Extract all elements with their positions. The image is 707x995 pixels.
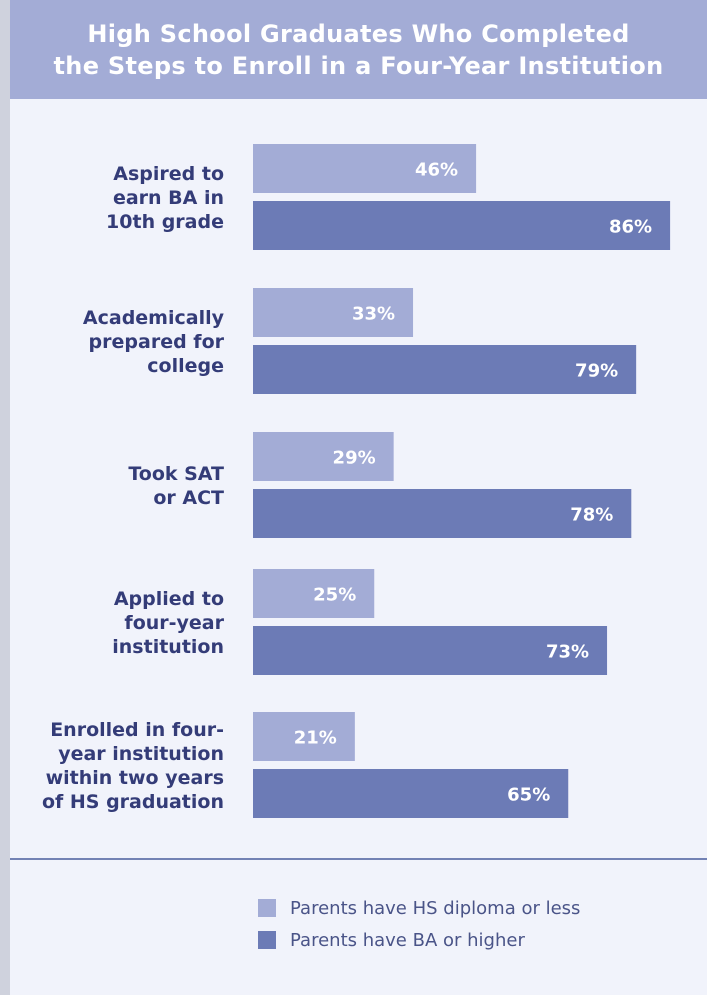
value-label-hs-diploma-1: 46%: [415, 160, 458, 181]
chart-title-line-2: the Steps to Enroll in a Four-Year Insti…: [53, 51, 664, 80]
legend-item-hs-diploma: Parents have HS diploma or less: [258, 897, 580, 919]
category-label-1: Aspired to earn BA in 10th grade: [106, 163, 224, 233]
chart-title-line-1: High School Graduates Who Completed: [87, 19, 630, 48]
category-label-5: Enrolled in four-year institution within …: [42, 719, 224, 813]
category-label-3-line-2: or ACT: [153, 487, 224, 509]
bar-hs-diploma-2: [253, 288, 414, 337]
legend: Parents have HS diploma or less Parents …: [258, 897, 580, 961]
category-label-2: Academically prepared for college: [83, 307, 225, 377]
bar-chart: Aspired to earn BA in 10th grade 46% 86% Acad…: [42, 144, 671, 818]
category-label-1-line-1: Aspired to: [113, 163, 224, 185]
chart-title: High School Graduates Who Completed the …: [54, 18, 664, 82]
category-label-4-line-2: four-year: [124, 612, 224, 634]
bar-ba-higher-2: [253, 345, 637, 394]
category-label-2-line-1: Academically: [83, 307, 225, 329]
value-label-ba-higher-4: 73%: [546, 642, 589, 663]
legend-item-ba-higher: Parents have BA or higher: [258, 929, 580, 951]
bar-hs-diploma-4: [253, 569, 375, 618]
category-label-2-line-2: prepared for: [89, 331, 225, 353]
category-label-1-line-3: 10th grade: [106, 211, 224, 233]
bar-ba-higher-1: [253, 201, 671, 250]
bar-ba-higher-5: [253, 769, 569, 818]
bar-hs-diploma-5: [253, 712, 355, 761]
category-label-5-line-3: within two years: [46, 767, 224, 789]
category-label-4-line-1: Applied to: [114, 588, 224, 610]
bar-ba-higher-3: [253, 489, 632, 538]
value-label-ba-higher-3: 78%: [570, 505, 613, 526]
category-label-4-line-3: institution: [112, 636, 224, 658]
category-label-1-line-2: earn BA in: [113, 187, 224, 209]
value-label-hs-diploma-4: 25%: [313, 585, 356, 606]
title-band: High School Graduates Who Completed the …: [10, 0, 707, 99]
legend-label-hs-diploma: Parents have HS diploma or less: [290, 897, 581, 919]
category-label-4: Applied to four-year institution: [112, 588, 224, 658]
legend-divider: [10, 858, 707, 860]
page-edge-strip: [0, 0, 10, 995]
value-label-ba-higher-1: 86%: [609, 217, 652, 238]
category-label-3-line-1: Took SAT: [128, 463, 224, 485]
bar-hs-diploma-1: [253, 144, 477, 193]
bar-hs-diploma-3: [253, 432, 394, 481]
legend-swatch-ba-higher: [258, 931, 276, 949]
category-label-5-line-4: of HS graduation: [42, 791, 224, 813]
value-label-hs-diploma-2: 33%: [352, 304, 395, 325]
value-label-ba-higher-2: 79%: [575, 361, 618, 382]
bar-ba-higher-4: [253, 626, 608, 675]
value-label-hs-diploma-5: 21%: [294, 728, 337, 749]
category-label-2-line-3: college: [147, 355, 224, 377]
legend-label-ba-higher: Parents have BA or higher: [290, 929, 525, 951]
value-label-ba-higher-5: 65%: [507, 785, 550, 806]
value-label-hs-diploma-3: 29%: [333, 448, 376, 469]
legend-swatch-hs-diploma: [258, 899, 276, 917]
category-label-5-line-2: year institution: [58, 743, 224, 765]
category-label-3: Took SAT or ACT: [128, 463, 224, 509]
category-label-5-line-1: Enrolled in four-: [50, 719, 224, 741]
